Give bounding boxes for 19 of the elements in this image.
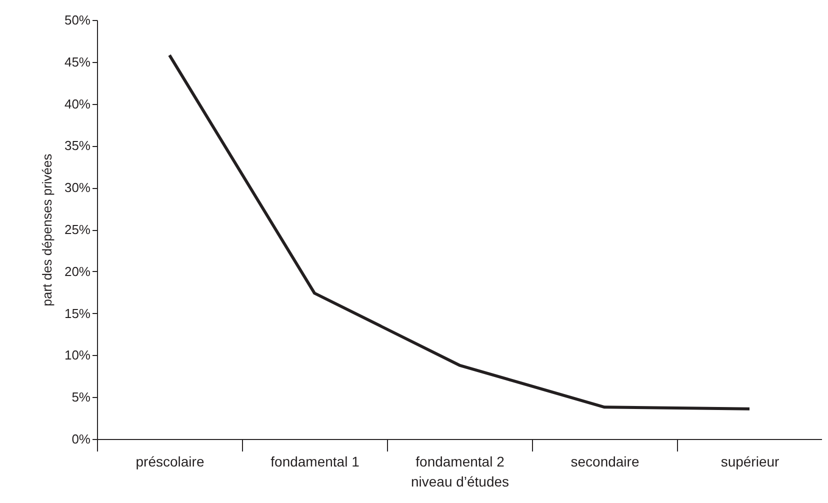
x-tick-label: secondaire [570,454,640,470]
x-tick-label: fondamental 1 [270,454,360,470]
y-tick-label: 35% [64,138,91,154]
y-tick-label: 40% [64,96,91,112]
x-tick-label: préscolaire [136,454,204,470]
y-tick-label: 25% [64,222,91,237]
y-tick-label: 5% [72,390,91,405]
x-axis-title: niveau d’études [410,474,510,490]
line-series [168,54,751,410]
x-tick-label: fondamental 2 [416,454,505,470]
x-tick-label: supérieur [720,454,780,470]
y-tick-label: 50% [64,12,91,28]
y-tick-label: 30% [64,180,91,196]
y-tick-label: 10% [64,348,91,363]
y-tick-label: 15% [64,306,91,321]
y-tick-label: 0% [72,432,91,446]
y-tick-label: 20% [64,264,91,279]
y-axis-title: part des dépenses privées [39,153,54,306]
y-tick-label: 45% [64,54,91,70]
